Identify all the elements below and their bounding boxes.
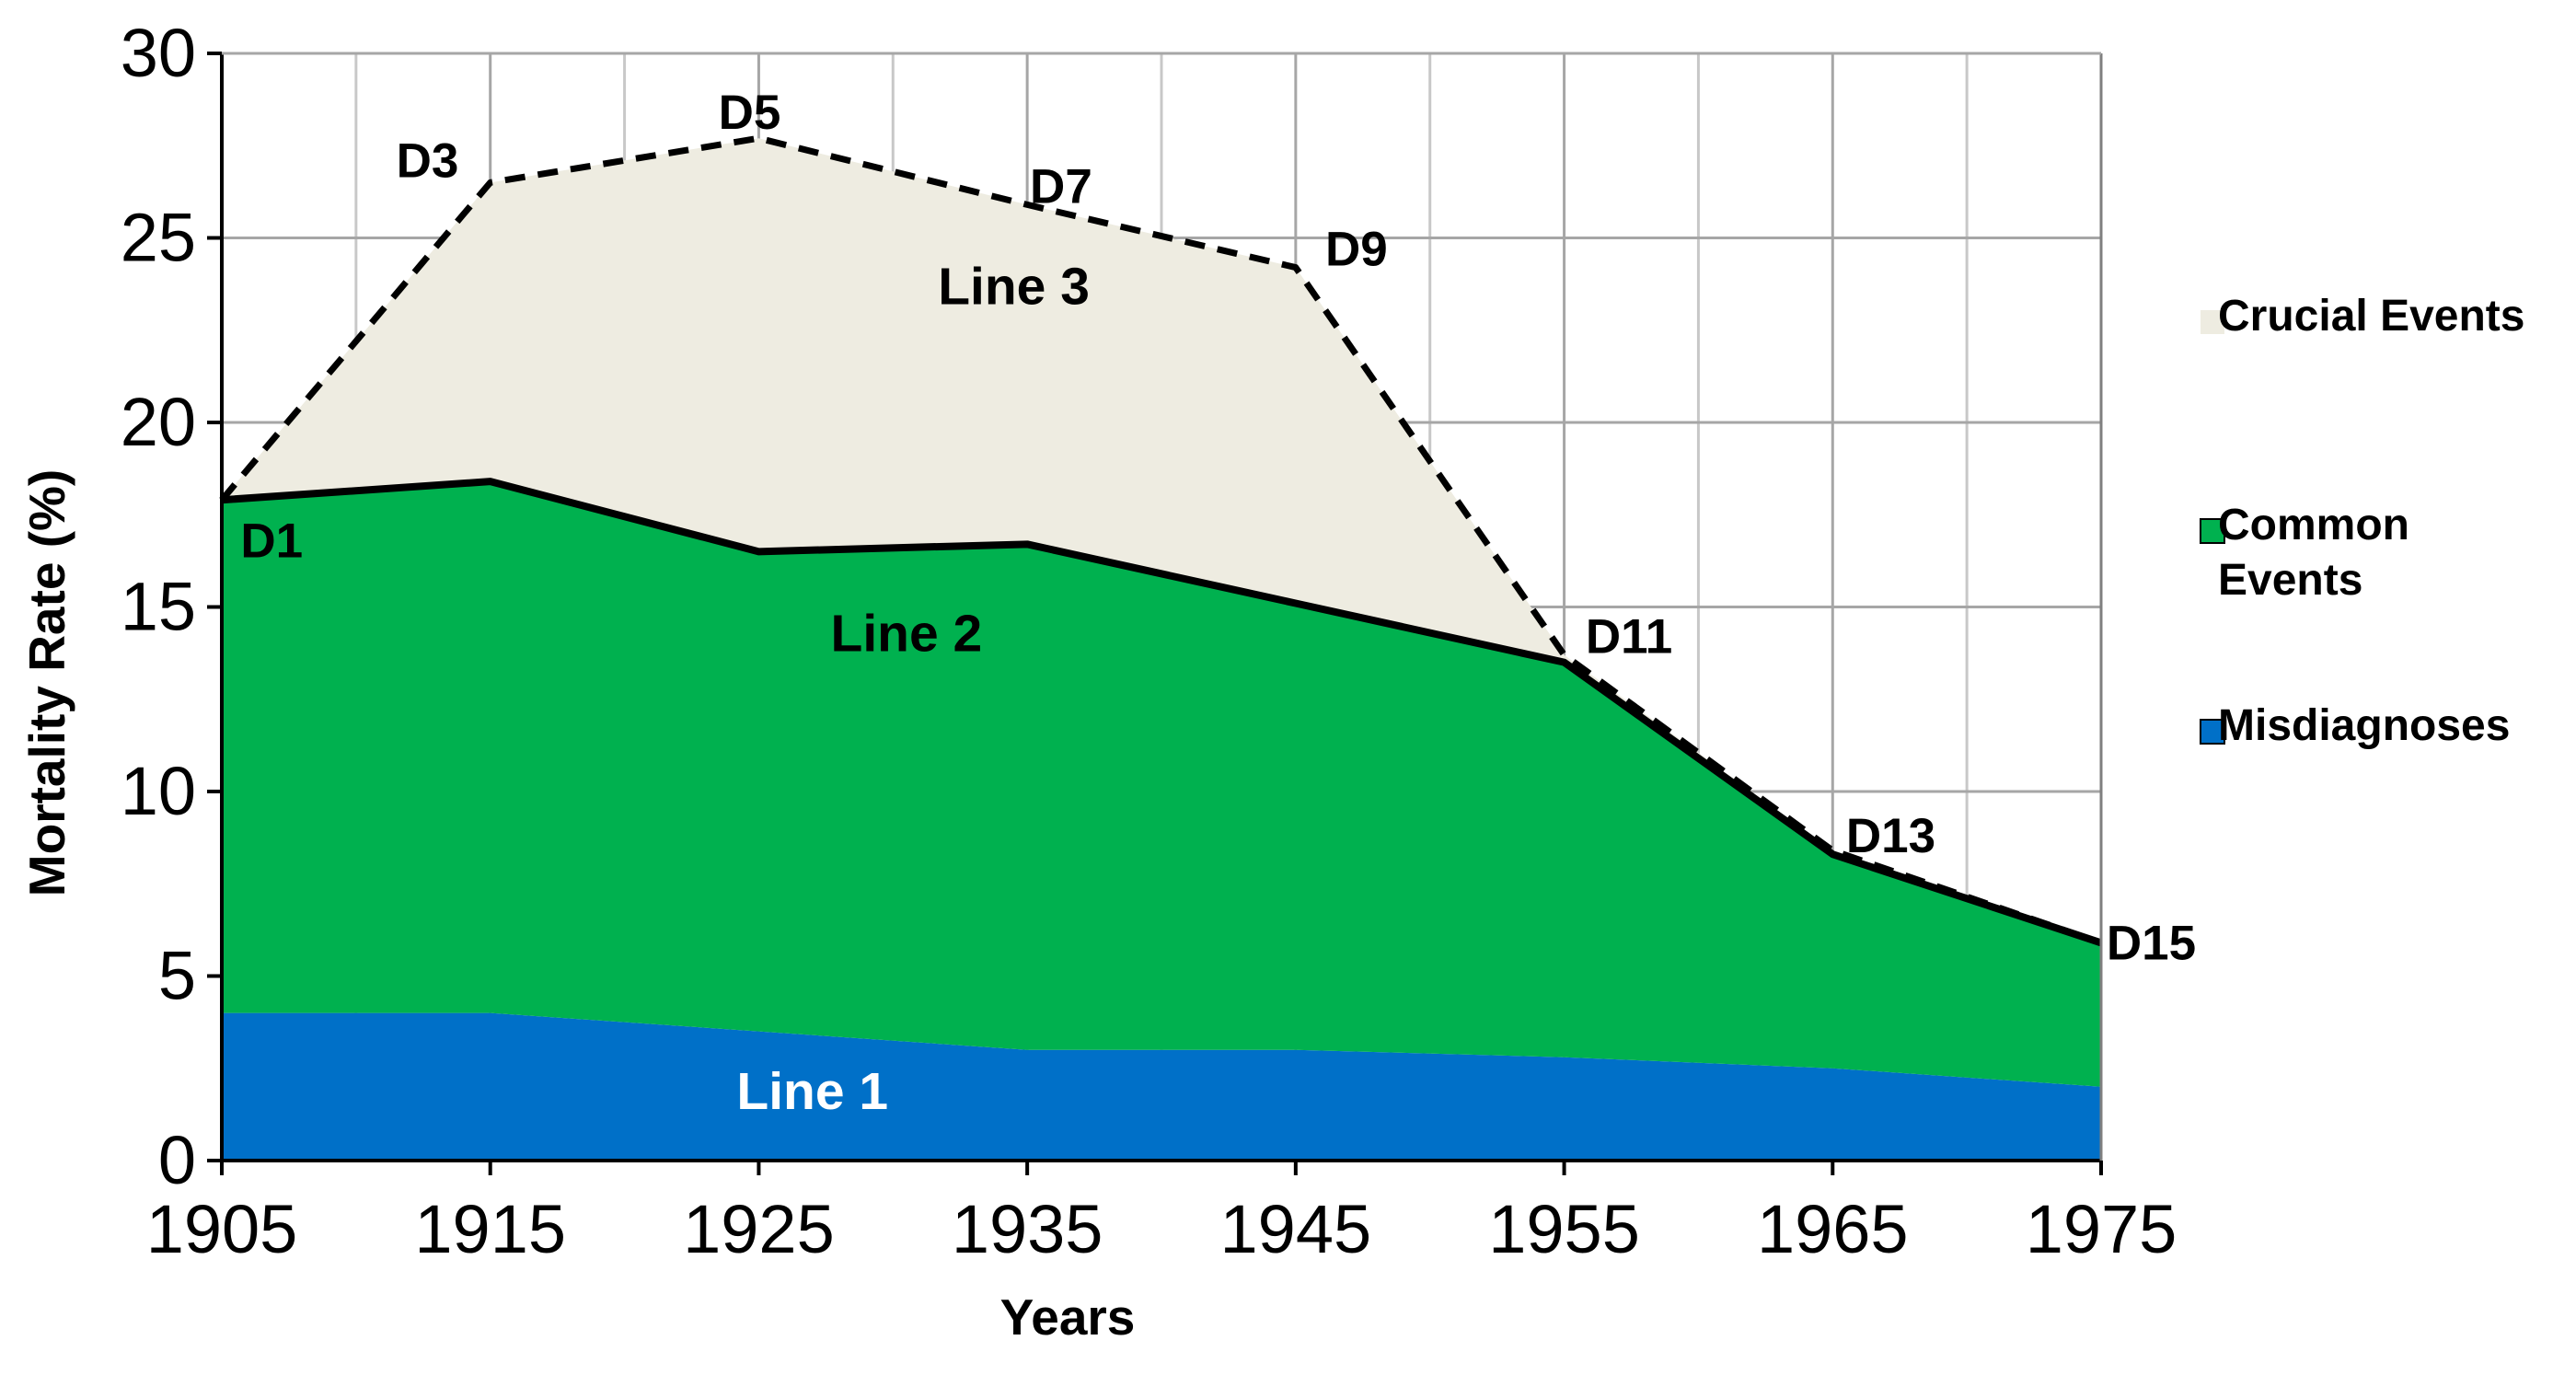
legend-label: Crucial Events	[2218, 292, 2524, 341]
axes	[207, 52, 2103, 1175]
area-label: Line 1	[736, 1062, 888, 1121]
data-point-label: D3	[397, 133, 459, 188]
y-tick-label: 15	[121, 569, 196, 645]
legend-swatch	[2201, 310, 2224, 334]
x-tick-label: 1915	[414, 1191, 566, 1267]
legend: Crucial Events Common Events Misdiagnoses	[2200, 292, 2524, 750]
area-misdiagnoses	[222, 1012, 2101, 1161]
y-tick-label: 5	[158, 938, 196, 1014]
annotations: Line 1 Line 2 Line 3 D1 D3 D5 D7 D9 D11 D13 D15	[240, 86, 2196, 1121]
y-tick-label: 10	[121, 753, 196, 829]
x-tick-label: 1935	[952, 1191, 1103, 1267]
y-axis-title: Mortality Rate (%)	[18, 469, 75, 897]
y-tick-label: 20	[121, 384, 196, 460]
legend-swatch	[2200, 518, 2225, 544]
y-tick-label: 30	[121, 15, 196, 91]
x-tick-label: 1975	[2026, 1191, 2177, 1267]
area-label: Line 2	[831, 605, 983, 664]
legend-label: Common Events	[2218, 501, 2409, 605]
x-tick-label: 1965	[1757, 1191, 1909, 1267]
data-point-label: D7	[1030, 159, 1092, 214]
legend-swatch	[2200, 719, 2225, 745]
x-tick-label: 1955	[1488, 1191, 1640, 1267]
data-point-label: D5	[719, 86, 781, 140]
area-crucial-events	[222, 138, 2101, 943]
data-point-label: D13	[1846, 809, 1935, 863]
common-events-boundary-line	[221, 478, 2103, 947]
y-tick-label: 0	[158, 1122, 196, 1198]
area-common-events	[222, 481, 2101, 1087]
data-point-label: D11	[1586, 610, 1672, 664]
crucial-events-dashed-line	[219, 134, 2103, 946]
legend-label: Misdiagnoses	[2218, 701, 2510, 750]
y-tick-label: 25	[121, 200, 196, 276]
tick-labels: 0 5 10 15 20 25 30 1905 1915 1925 1935 1945 1955 1965…	[121, 15, 2177, 1267]
data-point-label: D9	[1325, 223, 1388, 277]
x-axis-title: Years	[1000, 1288, 1136, 1346]
area-label: Line 3	[938, 258, 1090, 317]
x-tick-label: 1905	[146, 1191, 298, 1267]
series-boundary-lines	[219, 134, 2103, 947]
stacked-areas	[222, 138, 2101, 1161]
data-point-label: D1	[240, 514, 303, 568]
x-tick-label: 1945	[1220, 1191, 1372, 1267]
data-point-label: D15	[2107, 916, 2196, 970]
x-tick-label: 1925	[683, 1191, 835, 1267]
